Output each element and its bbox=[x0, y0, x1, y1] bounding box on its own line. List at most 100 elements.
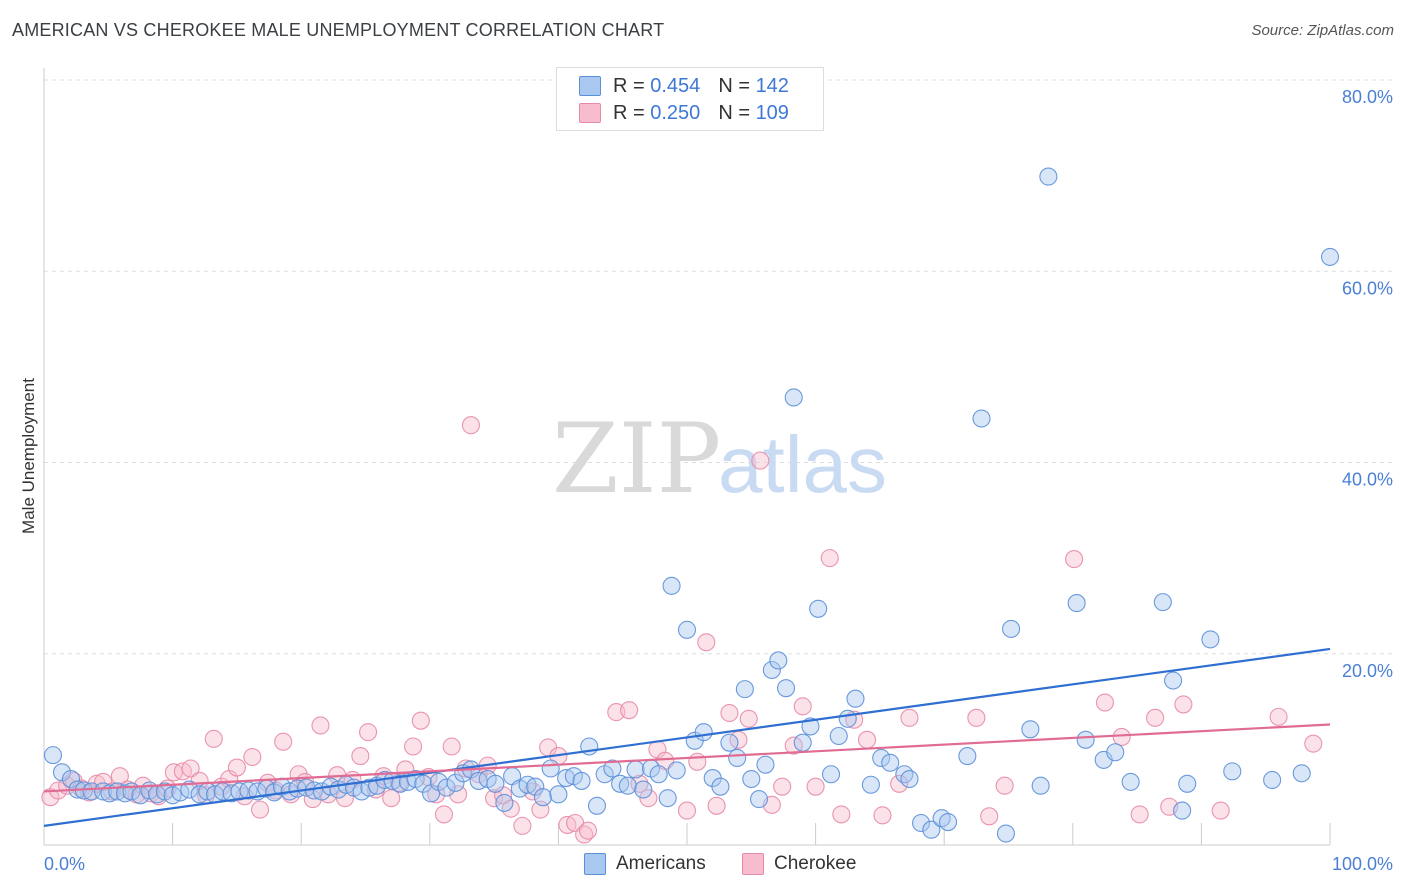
cherokee-point bbox=[688, 752, 707, 771]
americans-point bbox=[486, 774, 505, 793]
cherokee-point bbox=[873, 806, 892, 825]
cherokee-point bbox=[1146, 708, 1165, 727]
americans-point bbox=[846, 689, 865, 708]
bottom-legend-cherokee: Cherokee bbox=[742, 851, 856, 877]
americans-point bbox=[801, 717, 820, 736]
americans-point bbox=[518, 775, 537, 794]
cherokee-point bbox=[1112, 727, 1131, 746]
americans-point bbox=[1076, 730, 1095, 749]
cherokee-point bbox=[461, 416, 481, 435]
americans-point bbox=[1164, 671, 1183, 690]
cherokee-point bbox=[411, 711, 430, 730]
cherokee-point bbox=[793, 697, 812, 716]
americans-point bbox=[180, 780, 199, 799]
x-tick-label: 100.0% bbox=[1332, 854, 1393, 874]
legend: R = 0.454 N = 142 R = 0.250 N = 109 bbox=[556, 67, 824, 131]
cherokee-point bbox=[351, 747, 370, 766]
americans-point bbox=[446, 773, 465, 792]
americans-point bbox=[872, 748, 891, 768]
americans-point bbox=[720, 733, 739, 752]
cherokee-point bbox=[1065, 550, 1084, 569]
watermark-atlas: atlas bbox=[718, 420, 887, 509]
cherokee-point bbox=[1269, 707, 1288, 726]
americans-trend-line bbox=[43, 647, 1331, 827]
americans-legend-label: Americans bbox=[616, 853, 706, 874]
americans-point bbox=[557, 769, 576, 788]
americans-point bbox=[762, 660, 781, 680]
americans-point bbox=[1153, 593, 1172, 612]
cherokee-point bbox=[832, 805, 851, 824]
americans-point bbox=[742, 769, 761, 789]
americans-point bbox=[649, 765, 668, 784]
cherokee-point bbox=[311, 716, 330, 735]
americans-point bbox=[115, 784, 135, 803]
cherokee-point bbox=[250, 800, 270, 819]
legend-row-cherokee: R = 0.250 N = 109 bbox=[579, 100, 789, 126]
legend-r-label: R = bbox=[613, 101, 645, 124]
americans-point bbox=[829, 726, 848, 746]
americans-point bbox=[1223, 762, 1242, 781]
cherokee-point bbox=[181, 759, 200, 778]
cherokee-point bbox=[857, 730, 877, 749]
cherokee-point bbox=[620, 701, 639, 720]
legend-r-label: R = bbox=[613, 74, 645, 97]
americans-point bbox=[1121, 772, 1140, 791]
americans-point bbox=[821, 765, 841, 784]
americans-point bbox=[895, 765, 914, 784]
americans-point bbox=[1002, 619, 1021, 638]
watermark-zip: ZIP bbox=[552, 403, 721, 515]
americans-point bbox=[360, 778, 379, 797]
cherokee-point bbox=[697, 633, 716, 652]
bottom-legend-americans: Americans bbox=[584, 851, 706, 877]
cherokee-point bbox=[41, 788, 60, 807]
americans-point bbox=[939, 812, 958, 832]
legend-n-value-cherokee: 109 bbox=[755, 101, 789, 124]
axes bbox=[43, 68, 1331, 846]
cherokee-point bbox=[739, 709, 758, 728]
legend-n-label: N = bbox=[718, 101, 750, 124]
x-tick-label: 0.0% bbox=[44, 854, 85, 874]
y-tick-label: 20.0% bbox=[1342, 661, 1393, 681]
americans-point bbox=[1320, 247, 1340, 266]
cherokee-point bbox=[449, 785, 468, 804]
legend-r-value-cherokee: 0.250 bbox=[650, 101, 701, 124]
cherokee-point bbox=[513, 816, 532, 835]
americans-point bbox=[784, 388, 803, 407]
trend-lines bbox=[43, 647, 1331, 827]
cherokee-point bbox=[404, 737, 423, 756]
y-axis-label: Male Unemployment bbox=[19, 378, 38, 534]
cherokee-point bbox=[442, 737, 461, 756]
americans-point bbox=[776, 679, 796, 698]
americans-point bbox=[1106, 743, 1125, 762]
cherokee-point bbox=[751, 451, 770, 470]
cherokee-point bbox=[806, 777, 825, 796]
cherokee-point bbox=[1174, 695, 1193, 714]
cherokee-point bbox=[359, 723, 378, 742]
americans-point bbox=[1201, 630, 1220, 649]
americans-point bbox=[1263, 770, 1282, 790]
cherokee-legend-label: Cherokee bbox=[774, 853, 857, 874]
y-tick-label: 60.0% bbox=[1342, 278, 1393, 298]
cherokee-point bbox=[773, 777, 792, 796]
cherokee-legend-swatch bbox=[742, 853, 764, 875]
americans-point bbox=[1178, 774, 1197, 793]
tick-labels: 20.0% 40.0% 60.0% 80.0% 0.0% 100.0% bbox=[44, 87, 1393, 874]
americans-point bbox=[900, 769, 919, 789]
americans-point bbox=[239, 781, 258, 800]
source-label: Source: ZipAtlas.com bbox=[1251, 22, 1394, 39]
americans-point bbox=[662, 576, 681, 595]
cherokee-point bbox=[204, 729, 223, 748]
cherokee-point bbox=[243, 747, 262, 767]
cherokee-point bbox=[434, 805, 453, 824]
americans-point bbox=[414, 774, 433, 793]
legend-r-value-americans: 0.454 bbox=[650, 74, 701, 97]
y-tick-label: 80.0% bbox=[1342, 87, 1393, 107]
cherokee-swatch bbox=[579, 103, 601, 123]
cherokee-point bbox=[1211, 801, 1230, 820]
americans-point bbox=[769, 651, 788, 670]
americans-point bbox=[838, 709, 857, 728]
cherokee-point bbox=[820, 549, 839, 568]
cherokee-trend-line bbox=[43, 723, 1331, 793]
americans-point bbox=[1039, 167, 1058, 186]
